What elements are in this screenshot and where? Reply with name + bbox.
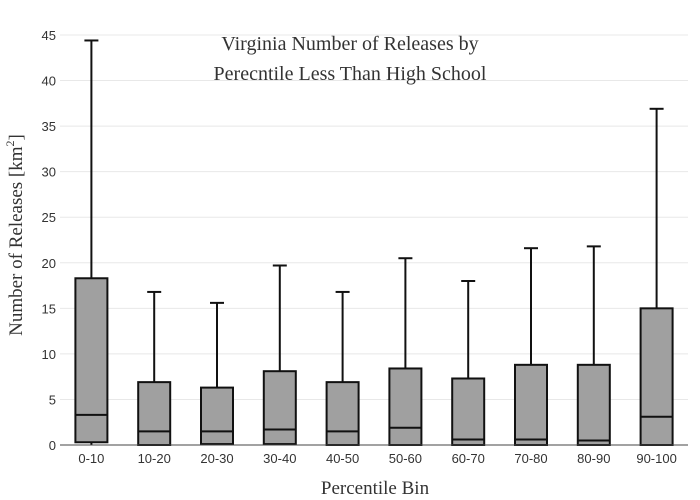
y-tick-label-25: 25: [42, 210, 56, 225]
y-axis-title-superscript: 2: [3, 140, 17, 146]
box-series: [74, 39, 674, 447]
y-axis-title: Number of Releases [km2]: [3, 134, 27, 336]
x-tick-label-40-50: 40-50: [326, 451, 359, 466]
box-70-80: [514, 247, 548, 447]
box-30-40: [262, 264, 297, 446]
y-tick-label-10: 10: [42, 347, 56, 362]
box-iqr-10-20: [137, 381, 172, 446]
box-20-30: [200, 301, 234, 446]
x-tick-label-70-80: 70-80: [514, 451, 547, 466]
x-tick-label-80-90: 80-90: [577, 451, 610, 466]
x-axis-title: Percentile Bin: [321, 478, 430, 499]
y-axis-title-main: Number of Releases [km: [6, 146, 27, 336]
x-tick-label-90-100: 90-100: [636, 451, 676, 466]
x-tick-label-20-30: 20-30: [200, 451, 233, 466]
box-0-10: [74, 39, 109, 445]
chart-title-line-2: Perecntile Less Than High School: [214, 63, 487, 85]
box-iqr-70-80: [514, 363, 548, 447]
box-iqr-50-60: [388, 367, 423, 447]
box-iqr-60-70: [451, 377, 486, 446]
y-tick-label-45: 45: [42, 28, 56, 43]
y-tick-label-15: 15: [42, 301, 56, 316]
box-90-100: [639, 107, 674, 447]
x-tick-labels: 0-10 10-20 20-30 30-40 40-50 50-60 60-70 70-80 8…: [78, 451, 676, 466]
y-tick-label-20: 20: [42, 256, 56, 271]
box-iqr-40-50: [325, 381, 360, 446]
y-tick-label-40: 40: [42, 74, 56, 89]
x-tick-label-30-40: 30-40: [263, 451, 296, 466]
x-tick-label-50-60: 50-60: [389, 451, 422, 466]
x-tick-label-0-10: 0-10: [78, 451, 104, 466]
grid-lines: [60, 34, 688, 400]
box-50-60: [388, 257, 423, 447]
y-tick-label-30: 30: [42, 165, 56, 180]
box-60-70: [451, 280, 486, 446]
y-tick-label-35: 35: [42, 119, 56, 134]
box-iqr-30-40: [262, 370, 297, 446]
box-iqr-90-100: [639, 307, 674, 447]
box-iqr-0-10: [74, 277, 109, 444]
y-tick-label-5: 5: [49, 392, 56, 407]
y-axis-title-end: ]: [6, 134, 27, 140]
box-iqr-20-30: [200, 386, 234, 446]
y-tick-label-0: 0: [49, 438, 56, 453]
chart-title-line-1: Virginia Number of Releases by: [221, 33, 478, 55]
box-80-90: [576, 245, 611, 447]
box-iqr-80-90: [576, 363, 611, 447]
x-tick-label-60-70: 60-70: [452, 451, 485, 466]
x-tick-label-10-20: 10-20: [138, 451, 171, 466]
box-10-20: [137, 290, 172, 446]
box-40-50: [325, 290, 360, 446]
y-tick-labels: 0 5 10 15 20 25 30 35 40 45: [42, 28, 56, 453]
